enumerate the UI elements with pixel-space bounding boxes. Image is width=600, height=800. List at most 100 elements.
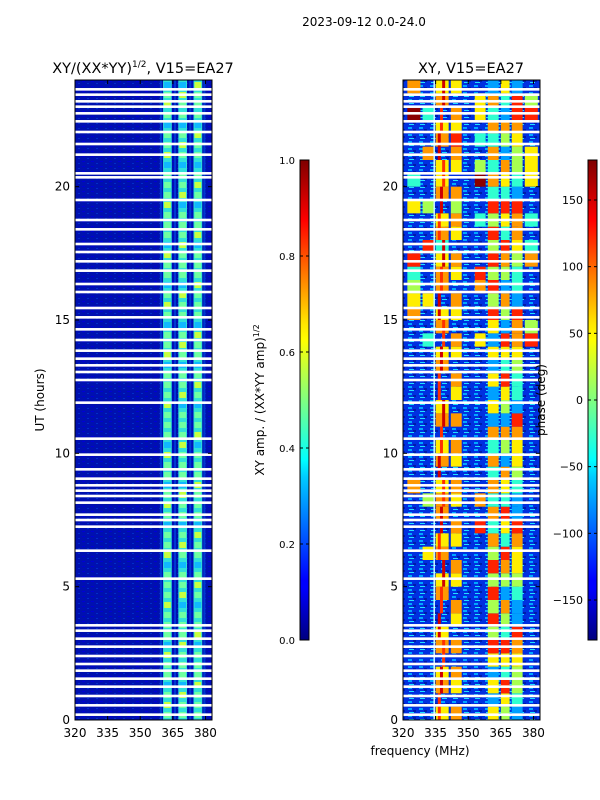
- amplitude-band-cell: [179, 462, 186, 468]
- phase-heatmap-cell: [500, 506, 510, 520]
- amplitude-band-cell: [194, 672, 202, 678]
- amplitude-flagged-rows: [75, 88, 212, 716]
- amplitude-band-cell: [194, 592, 202, 598]
- amplitude-band-cell: [164, 462, 171, 468]
- amplitude-band-cell: [179, 252, 186, 258]
- phase-heatmap-cell: [407, 293, 421, 307]
- phase-flagged-row: [403, 713, 540, 716]
- amplitude-band-cell: [179, 272, 186, 278]
- amplitude-band-cell: [164, 232, 171, 238]
- phase-heatmap-cell: [450, 440, 462, 454]
- phase-streak: [439, 266, 443, 294]
- phase-flagged-row: [403, 677, 540, 680]
- phase-flagged-row: [403, 518, 540, 522]
- amplitude-band-cell: [164, 182, 171, 188]
- phase-heatmap-cell: [487, 546, 499, 560]
- phase-flagged-row: [403, 282, 540, 286]
- phase-heatmap-cell: [450, 533, 462, 547]
- amplitude-flagged-row: [75, 624, 212, 627]
- phase-flagged-row: [403, 669, 540, 672]
- phase-heatmap-cell: [487, 426, 499, 440]
- amplitude-bright-band: [193, 80, 203, 720]
- amplitude-x-tick-label: 320: [64, 726, 87, 740]
- phase-heatmap-cell: [511, 693, 523, 707]
- phase-heatmap-cell: [500, 613, 510, 627]
- phase-heatmap-cell: [500, 293, 510, 307]
- amplitude-band-cell: [179, 572, 186, 578]
- phase-flagged-row: [403, 501, 540, 504]
- phase-heatmap-cell: [511, 653, 523, 667]
- phase-heatmap-cell: [500, 533, 510, 547]
- amplitude-band-cell: [194, 542, 202, 548]
- phase-heatmap-cell: [524, 93, 538, 107]
- amplitude-band-cell: [164, 332, 171, 338]
- amplitude-band-cell: [164, 442, 171, 448]
- phase-x-tick-label: 380: [522, 726, 545, 740]
- amplitude-flagged-row: [75, 338, 212, 342]
- phase-flagged-row: [403, 694, 540, 698]
- phase-streak: [437, 213, 441, 240]
- amplitude-band-cell: [194, 232, 202, 238]
- phase-flagged-row: [403, 357, 540, 360]
- frequency-axis-label: frequency (MHz): [370, 744, 469, 758]
- amplitude-flagged-row: [75, 685, 212, 688]
- phase-flagged-row: [403, 105, 540, 108]
- phase-heatmap-cell: [500, 320, 510, 334]
- amplitude-band-cell: [179, 682, 186, 688]
- amplitude-colorbar-tick-label: 0.8: [279, 252, 295, 263]
- phase-streak: [442, 480, 446, 507]
- amplitude-band-cell: [164, 402, 171, 408]
- amplitude-flagged-row: [75, 228, 212, 231]
- amplitude-colorbar-ticks: 0.0 0.2 0.4 0.6 0.8 1.0: [279, 156, 309, 647]
- amplitude-bright-bands: [159, 80, 206, 720]
- amplitude-x-tick-label: 380: [194, 726, 217, 740]
- phase-heatmap-cell: [511, 80, 523, 94]
- phase-heatmap-cell: [511, 546, 523, 560]
- amplitude-flagged-row: [75, 677, 212, 680]
- phase-y-tick-label: 0: [390, 713, 398, 727]
- amplitude-band-cell: [179, 642, 186, 648]
- amplitude-band-cell: [164, 252, 171, 258]
- phase-flagged-row: [403, 477, 540, 480]
- amplitude-colorbar-ramp: [299, 159, 310, 641]
- amplitude-band-cell: [179, 372, 186, 378]
- phase-heatmap-cell: [450, 493, 462, 507]
- phase-flagged-row: [403, 549, 540, 552]
- amplitude-heatmap-background: [75, 80, 212, 720]
- phase-heatmap-cell: [474, 266, 486, 280]
- phase-heatmap-cell: [511, 573, 523, 587]
- phase-flagged-row: [403, 685, 540, 688]
- amplitude-bright-band: [178, 80, 187, 720]
- amplitude-band-cell: [194, 132, 202, 138]
- amplitude-y-tick-label: 0: [62, 713, 70, 727]
- phase-heatmap-cell: [435, 546, 449, 560]
- phase-y-tick-label: 20: [383, 180, 398, 194]
- amplitude-band-cell: [194, 162, 202, 168]
- amplitude-flagged-row: [75, 130, 212, 134]
- amplitude-flagged-row: [75, 501, 212, 504]
- phase-heatmap-cell: [511, 160, 523, 174]
- phase-x-axis: 320 335 350 365 380: [392, 80, 545, 740]
- phase-heatmap-cell: [500, 560, 510, 574]
- phase-heatmap-cell: [435, 706, 449, 720]
- phase-heatmap-cell: [487, 306, 499, 320]
- phase-heatmap-cell: [450, 453, 462, 467]
- phase-heatmap-cell: [511, 453, 523, 467]
- amplitude-band-cell: [194, 112, 202, 118]
- phase-heatmap-cell: [422, 146, 434, 160]
- amplitude-band-cell: [194, 312, 202, 318]
- amplitude-band-cell: [194, 532, 202, 538]
- phase-heatmap-cell: [487, 93, 499, 107]
- phase-flagged-row: [403, 704, 540, 707]
- phase-heatmap-cell: [500, 226, 510, 240]
- phase-heatmap-cell: [500, 440, 510, 454]
- phase-streak: [442, 240, 446, 267]
- phase-heatmap-cell: [450, 80, 462, 94]
- phase-heatmap-cell: [487, 160, 499, 174]
- phase-streak: [437, 373, 441, 400]
- amplitude-band-cell: [194, 102, 202, 108]
- phase-heatmap-cell: [500, 133, 510, 147]
- amplitude-band-cell: [194, 442, 202, 448]
- phase-heatmap-cell: [487, 146, 499, 160]
- phase-flagged-row: [403, 484, 540, 487]
